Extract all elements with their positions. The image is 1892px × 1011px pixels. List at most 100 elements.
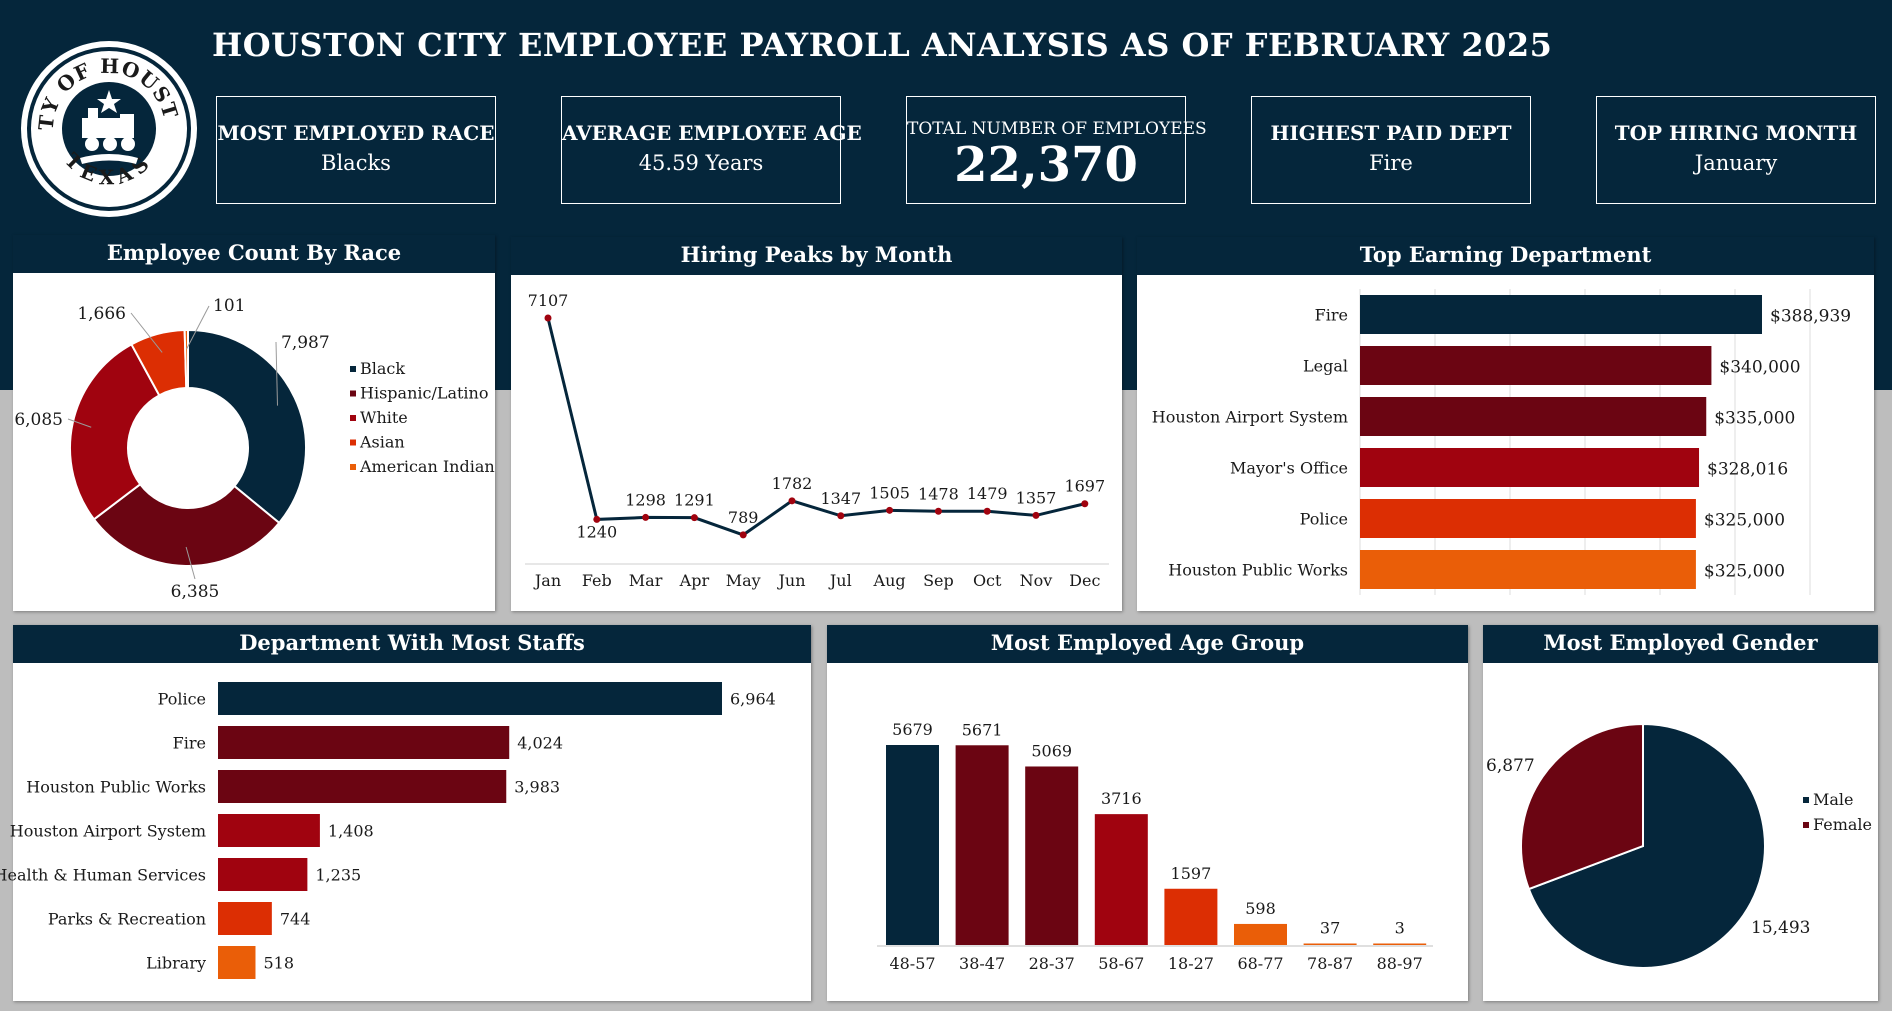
hiring-data-point (739, 531, 747, 539)
kpi-label: MOST EMPLOYED RACE (217, 121, 495, 145)
donut-data-label: 1,666 (77, 304, 126, 324)
chart-title: Most Employed Gender (1483, 625, 1878, 663)
legend-entry: Hispanic/Latino (360, 384, 488, 403)
x-tick-label: 58-67 (1098, 954, 1144, 973)
kpi-top-hiring-month: TOP HIRING MONTH January (1596, 96, 1876, 204)
chart-title: Top Earning Department (1137, 237, 1874, 275)
legend-swatch (1803, 797, 1809, 803)
hiring-data-label: 1697 (1064, 477, 1105, 496)
x-tick-label: Feb (582, 571, 612, 590)
legend-entry: American Indian (359, 457, 495, 476)
x-tick-label: Jul (828, 571, 852, 590)
bar-data-label: 598 (1245, 899, 1276, 918)
y-category-label: Mayor's Office (1230, 459, 1348, 478)
staff-bar (218, 726, 510, 759)
legend-swatch (1803, 822, 1809, 828)
donut-data-label: 101 (213, 296, 245, 316)
hiring-data-point (788, 497, 796, 505)
kpi-label: TOP HIRING MONTH (1614, 121, 1858, 145)
x-tick-label: Apr (679, 571, 710, 590)
bar-data-label: 4,024 (517, 734, 563, 753)
x-tick-label: Oct (973, 571, 1002, 590)
y-category-label: Fire (1315, 306, 1348, 325)
hiring-data-label: 1347 (820, 489, 861, 508)
y-category-label: Police (158, 690, 206, 709)
donut-leader-line (67, 418, 92, 428)
chart-title: Department With Most Staffs (13, 625, 811, 663)
bar-data-label: 1597 (1171, 864, 1212, 883)
kpi-highest-paid-dept: HIGHEST PAID DEPT Fire (1251, 96, 1531, 204)
bar-data-label: 3716 (1101, 789, 1142, 808)
x-tick-label: Mar (629, 571, 663, 590)
y-category-label: Health & Human Services (0, 866, 206, 885)
legend-swatch (350, 464, 356, 470)
hiring-data-label: 1298 (625, 490, 666, 509)
y-category-label: Houston Public Works (26, 778, 206, 797)
earning-bar (1360, 448, 1700, 487)
y-category-label: Houston Airport System (1152, 408, 1348, 427)
x-tick-label: 18-27 (1168, 954, 1214, 973)
age-bar-chart: 5679 48-57 5671 38-47 5069 28-37 3716 58-67 1597… (877, 720, 1433, 973)
bar-data-label: 3 (1395, 919, 1405, 938)
pie-data-label: 6,877 (1486, 756, 1535, 776)
earning-bar-chart: Fire $388,939 Legal $340,000 Houston Airport… (1152, 289, 1851, 595)
donut-slice-0 (187, 328, 307, 525)
earning-bar (1360, 550, 1696, 589)
hiring-line-chart: 7107 Jan 1240 Feb 1298 Mar 1291 Apr 789 May 1782 Ju… (525, 291, 1109, 590)
hiring-data-label: 1505 (869, 483, 910, 502)
hiring-data-point (934, 507, 942, 515)
age-bar (1373, 943, 1427, 945)
pie-data-label: 15,493 (1751, 918, 1810, 938)
donut-slice-1 (92, 482, 281, 567)
x-tick-label: Jun (776, 571, 805, 590)
legend-entry: Male (1813, 790, 1854, 809)
chart-title: Hiring Peaks by Month (511, 237, 1122, 275)
earning-bar (1360, 397, 1707, 436)
pie-slice-1 (1520, 722, 1644, 891)
kpi-average-employee-age: AVERAGE EMPLOYEE AGE 45.59 Years (561, 96, 862, 204)
bar-data-label: 518 (263, 954, 294, 973)
y-category-label: Parks & Recreation (48, 910, 206, 929)
hiring-data-label: 1479 (967, 484, 1008, 503)
donut-slice-2 (69, 343, 161, 521)
hiring-data-label: 1357 (1016, 488, 1057, 507)
legend-swatch (350, 415, 356, 421)
bar-data-label: $340,000 (1719, 358, 1800, 378)
bar-data-label: $335,000 (1714, 409, 1795, 429)
kpi-label: HIGHEST PAID DEPT (1270, 121, 1512, 145)
donut-data-label: 6,385 (171, 582, 220, 602)
age-bar (1303, 943, 1357, 945)
x-tick-label: 38-47 (959, 954, 1005, 973)
staff-bar-chart: Police 6,964 Fire 4,024 Houston Public Works… (0, 682, 776, 979)
kpi-label: TOTAL NUMBER OF EMPLOYEES (907, 119, 1207, 139)
hiring-data-label: 1291 (674, 491, 715, 510)
bar-data-label: 1,235 (315, 866, 361, 885)
bar-data-label: 1,408 (328, 822, 374, 841)
hiring-data-point (593, 515, 601, 523)
hiring-data-label: 7107 (528, 291, 569, 310)
earning-bar (1360, 346, 1712, 385)
bar-data-label: 37 (1320, 919, 1340, 938)
hiring-data-point (983, 507, 991, 515)
bar-data-label: 3,983 (514, 778, 560, 797)
bar-data-label: 5679 (892, 720, 933, 739)
x-tick-label: May (726, 571, 761, 590)
gender-pie-chart: 15,493 6,877 Male Female (1486, 722, 1872, 969)
age-bar (1234, 923, 1287, 945)
bar-data-label: $325,000 (1704, 562, 1785, 582)
legend-entry: Black (360, 359, 405, 378)
staff-bar-panel: Department With Most Staffs Police 6,964 F… (0, 625, 811, 1001)
hiring-data-point (886, 506, 894, 514)
bar-data-label: 5069 (1031, 741, 1072, 760)
hiring-data-label: 1240 (576, 522, 617, 541)
hiring-data-label: 1478 (918, 484, 959, 503)
hiring-data-point (544, 314, 552, 322)
staff-bar (218, 946, 256, 979)
kpi-value: Fire (1369, 151, 1413, 175)
donut-data-label: 7,987 (281, 333, 330, 353)
kpi-label: AVERAGE EMPLOYEE AGE (562, 121, 862, 145)
donut-leader-line (186, 305, 210, 350)
hiring-series-line (546, 317, 1086, 537)
y-category-label: Houston Airport System (10, 822, 206, 841)
hiring-data-point (642, 513, 650, 521)
